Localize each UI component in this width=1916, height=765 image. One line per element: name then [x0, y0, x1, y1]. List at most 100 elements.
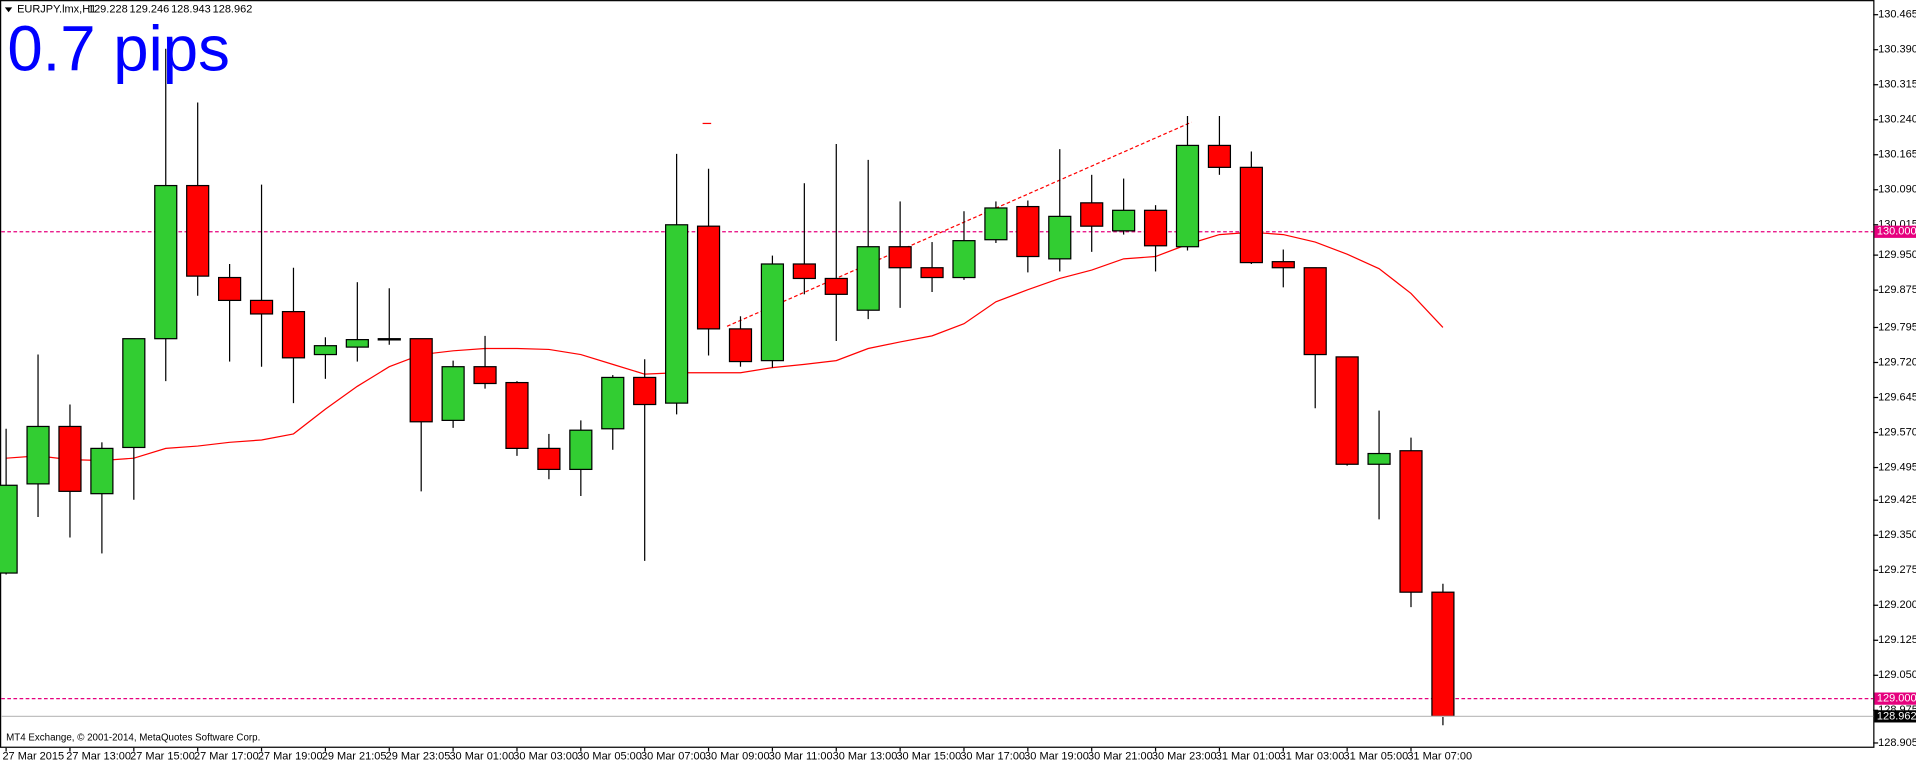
x-tick-label: 27 Mar 2015	[2, 750, 64, 762]
candle-body	[26, 425, 50, 485]
candle-body	[345, 339, 369, 348]
candle-body	[920, 267, 944, 279]
candle-body	[1080, 202, 1104, 227]
candle-body	[0, 484, 18, 574]
candle-body	[1207, 144, 1232, 168]
menu-arrow[interactable]	[4, 7, 13, 13]
candle-body	[1271, 261, 1295, 269]
candle-body	[1143, 209, 1168, 247]
plot-frame	[0, 0, 1875, 748]
x-tick-label: 30 Mar 09:00	[705, 750, 770, 762]
quote-low: 128.943	[171, 4, 211, 16]
candle-body	[1303, 267, 1327, 356]
candle-body	[313, 345, 338, 356]
x-tick-label: 30 Mar 13:00	[833, 750, 898, 762]
x-tick-label: 31 Mar 03:00	[1280, 750, 1345, 762]
candle-body	[1048, 215, 1072, 260]
candle-body	[1431, 591, 1455, 717]
candle-body	[1175, 144, 1200, 248]
candle-body	[696, 225, 721, 330]
candle-body	[1239, 166, 1263, 264]
x-tick-label: 27 Mar 19:00	[258, 750, 323, 762]
y-tick-label: 130.390	[1878, 44, 1916, 56]
annotation: 0.7 pips	[7, 14, 230, 85]
x-tick-label: 30 Mar 21:00	[1088, 750, 1153, 762]
candle-body	[1367, 452, 1391, 465]
trend-line	[726, 121, 1192, 327]
level-label-bg	[1874, 692, 1916, 705]
x-tick-label: 31 Mar 01:00	[1216, 750, 1281, 762]
x-tick-label: 29 Mar 21:05	[322, 750, 387, 762]
level-label-bg	[1874, 225, 1916, 238]
candle-body	[984, 207, 1008, 241]
y-tick-label: 130.090	[1878, 184, 1916, 196]
level-label: 129.000	[1877, 693, 1916, 705]
candle-body	[1399, 450, 1423, 593]
y-tick-label: 129.350	[1878, 529, 1916, 541]
x-tick-label: 29 Mar 23:05	[386, 750, 451, 762]
candle-body	[665, 224, 689, 404]
x-tick-label: 30 Mar 23:00	[1152, 750, 1217, 762]
quote-close: 128.962	[213, 4, 253, 16]
price-label-bg	[1874, 710, 1916, 723]
candle-body	[824, 277, 848, 295]
y-tick-label: 130.465	[1878, 9, 1916, 21]
candle-body	[122, 338, 146, 449]
y-tick-label: 129.050	[1878, 669, 1916, 681]
x-tick-label: 30 Mar 19:00	[1024, 750, 1089, 762]
y-tick-label: 129.795	[1878, 321, 1916, 333]
y-tick-label: 129.645	[1878, 391, 1916, 403]
y-tick-label: 129.125	[1878, 634, 1916, 646]
candle-body	[1016, 205, 1040, 258]
symbol: EURJPY.lmx,H1	[17, 4, 96, 16]
x-tick-label: 27 Mar 13:00	[66, 750, 131, 762]
x-tick-label: 30 Mar 11:00	[769, 750, 833, 762]
x-tick-label: 30 Mar 07:00	[641, 750, 706, 762]
x-tick-label: 30 Mar 03:00	[513, 750, 578, 762]
level-label: 130.000	[1877, 226, 1916, 238]
candle-body	[569, 429, 593, 471]
candle-body	[633, 376, 657, 406]
candle-body	[281, 310, 306, 359]
x-tick-label: 30 Mar 15:00	[896, 750, 961, 762]
y-tick-label: 130.240	[1878, 114, 1916, 126]
candle-body	[888, 246, 912, 269]
candle-body	[505, 381, 529, 450]
candle-body	[441, 366, 465, 421]
candle-body	[760, 263, 785, 362]
candle-body	[1335, 356, 1359, 465]
x-tick-label: 27 Mar 17:00	[194, 750, 259, 762]
candle-body	[1112, 209, 1136, 232]
candle-body	[58, 425, 82, 492]
price-label: 128.962	[1877, 710, 1916, 722]
candle-body	[90, 447, 114, 495]
y-tick-label: 129.720	[1878, 356, 1916, 368]
candle-body	[154, 184, 178, 340]
y-tick-label: 129.275	[1878, 564, 1916, 576]
y-tick-label: 129.425	[1878, 494, 1916, 506]
x-tick-label: 27 Mar 15:00	[130, 750, 195, 762]
y-tick-label: 129.875	[1878, 284, 1916, 296]
x-tick-label: 30 Mar 05:00	[577, 750, 642, 762]
candle-body	[856, 246, 880, 311]
y-tick-label: 129.570	[1878, 426, 1916, 438]
candle-body	[218, 276, 242, 302]
y-tick-label: 130.165	[1878, 149, 1916, 161]
y-tick-label: 129.950	[1878, 249, 1916, 261]
x-tick-label: 31 Mar 07:00	[1407, 750, 1472, 762]
candle-body	[249, 299, 274, 315]
x-tick-label: 30 Mar 01:00	[449, 750, 514, 762]
quote-open: 129.228	[88, 4, 128, 16]
candle-body	[473, 366, 497, 385]
moving-average	[6, 231, 1444, 462]
x-tick-label: 31 Mar 05:00	[1343, 750, 1408, 762]
candle-body	[601, 376, 625, 430]
quote: 129.228 129.246 128.943 128.962	[88, 4, 252, 16]
candle-body	[728, 328, 753, 363]
candle-body	[952, 240, 976, 279]
quote-high: 129.246	[130, 4, 170, 16]
y-tick-label: 129.495	[1878, 461, 1916, 473]
y-tick-label: 130.315	[1878, 79, 1916, 91]
